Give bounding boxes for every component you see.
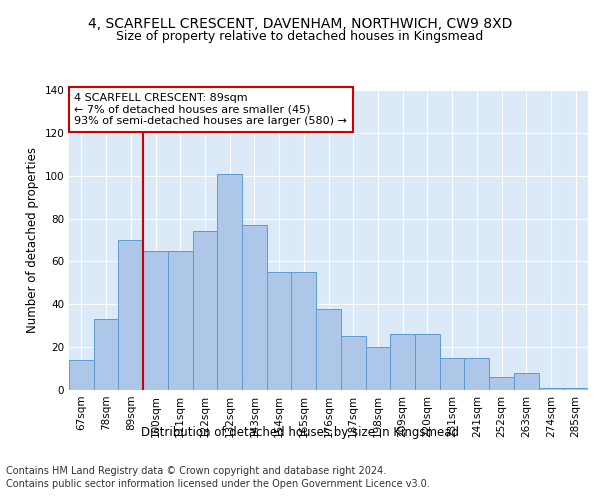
Bar: [489, 377, 514, 390]
Text: Size of property relative to detached houses in Kingsmead: Size of property relative to detached ho…: [116, 30, 484, 43]
Text: Distribution of detached houses by size in Kingsmead: Distribution of detached houses by size …: [141, 426, 459, 439]
Bar: [563, 388, 588, 390]
Y-axis label: Number of detached properties: Number of detached properties: [26, 147, 39, 333]
Bar: [217, 174, 242, 390]
Bar: [267, 272, 292, 390]
Bar: [464, 358, 489, 390]
Text: 4 SCARFELL CRESCENT: 89sqm
← 7% of detached houses are smaller (45)
93% of semi-: 4 SCARFELL CRESCENT: 89sqm ← 7% of detac…: [74, 93, 347, 126]
Bar: [539, 388, 563, 390]
Text: 4, SCARFELL CRESCENT, DAVENHAM, NORTHWICH, CW9 8XD: 4, SCARFELL CRESCENT, DAVENHAM, NORTHWIC…: [88, 18, 512, 32]
Bar: [193, 232, 217, 390]
Bar: [365, 347, 390, 390]
Bar: [316, 308, 341, 390]
Bar: [69, 360, 94, 390]
Text: Contains public sector information licensed under the Open Government Licence v3: Contains public sector information licen…: [6, 479, 430, 489]
Text: Contains HM Land Registry data © Crown copyright and database right 2024.: Contains HM Land Registry data © Crown c…: [6, 466, 386, 476]
Bar: [94, 320, 118, 390]
Bar: [143, 250, 168, 390]
Bar: [514, 373, 539, 390]
Bar: [242, 225, 267, 390]
Bar: [292, 272, 316, 390]
Bar: [390, 334, 415, 390]
Bar: [118, 240, 143, 390]
Bar: [168, 250, 193, 390]
Bar: [440, 358, 464, 390]
Bar: [341, 336, 365, 390]
Bar: [415, 334, 440, 390]
